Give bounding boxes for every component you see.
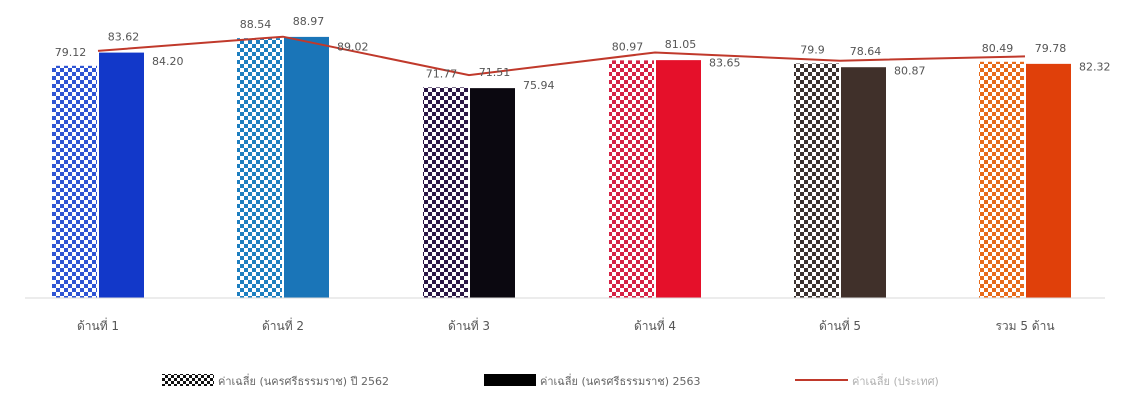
label-country-2: 89.02 — [337, 41, 369, 54]
label-2562-1: 79.12 — [55, 46, 87, 59]
label-2563-2: 88.97 — [293, 15, 325, 28]
line-series-layer — [97, 35, 1026, 77]
data-labels-layer: 79.12 83.62 84.20 88.54 88.97 89.02 71.77 71.51… — [55, 15, 1111, 92]
label-2563-6: 79.78 — [1035, 42, 1067, 55]
label-2563-3: 71.51 — [479, 66, 511, 79]
category-label-4: ด้านที่ 4 — [634, 317, 676, 333]
label-country-6: 82.32 — [1079, 60, 1111, 73]
legend-swatch-2563 — [484, 374, 536, 386]
bar-2563-4 — [656, 60, 701, 299]
label-2562-4: 80.97 — [612, 40, 644, 53]
bar-2563-1 — [99, 52, 144, 299]
label-country-5: 80.87 — [894, 65, 926, 78]
label-2563-4: 81.05 — [665, 38, 697, 51]
bar-2562-5 — [794, 63, 839, 299]
bar-2562-1 — [52, 65, 97, 298]
bar-2562-4 — [609, 60, 654, 298]
bar-2562-6 — [979, 61, 1024, 299]
legend-label-2562: ค่าเฉลี่ย (นครศรีธรรมราช) ปี 2562 — [218, 373, 389, 388]
bar-2562-2 — [237, 38, 282, 298]
category-label-6: รวม 5 ด้าน — [995, 319, 1054, 333]
bar-2563-3 — [470, 88, 515, 298]
label-country-1: 84.20 — [152, 55, 184, 68]
bar-2563-5 — [841, 67, 886, 298]
category-label-5: ด้านที่ 5 — [819, 317, 861, 333]
legend: ค่าเฉลี่ย (นครศรีธรรมราช) ปี 2562 ค่าเฉลี… — [162, 373, 939, 388]
legend-swatch-2562 — [162, 374, 214, 386]
label-2562-6: 80.49 — [982, 42, 1014, 55]
label-country-3: 75.94 — [523, 79, 555, 92]
legend-label-2563: ค่าเฉลี่ย (นครศรีธรรมราช) 2563 — [540, 373, 701, 388]
label-2563-5: 78.64 — [850, 45, 882, 58]
category-label-3: ด้านที่ 3 — [448, 317, 490, 333]
label-2562-5: 79.9 — [800, 44, 825, 57]
category-labels-layer: ด้านที่ 1 ด้านที่ 2 ด้านที่ 3 ด้านที่ 4 ด้าน… — [77, 317, 1055, 333]
bar-2563-2 — [284, 36, 329, 298]
category-label-2: ด้านที่ 2 — [262, 317, 304, 333]
legend-label-country: ค่าเฉลี่ย (ประเทศ) — [852, 373, 939, 388]
bar-2563-6 — [1026, 63, 1071, 299]
label-country-4: 83.65 — [709, 57, 741, 70]
bar-2562-3 — [423, 87, 468, 298]
label-2563-1: 83.62 — [108, 31, 140, 44]
label-2562-3: 71.77 — [426, 67, 458, 80]
line-country-average — [97, 35, 1026, 77]
category-label-1: ด้านที่ 1 — [77, 317, 119, 333]
bars-layer — [52, 36, 1071, 299]
label-2562-2: 88.54 — [240, 18, 272, 31]
